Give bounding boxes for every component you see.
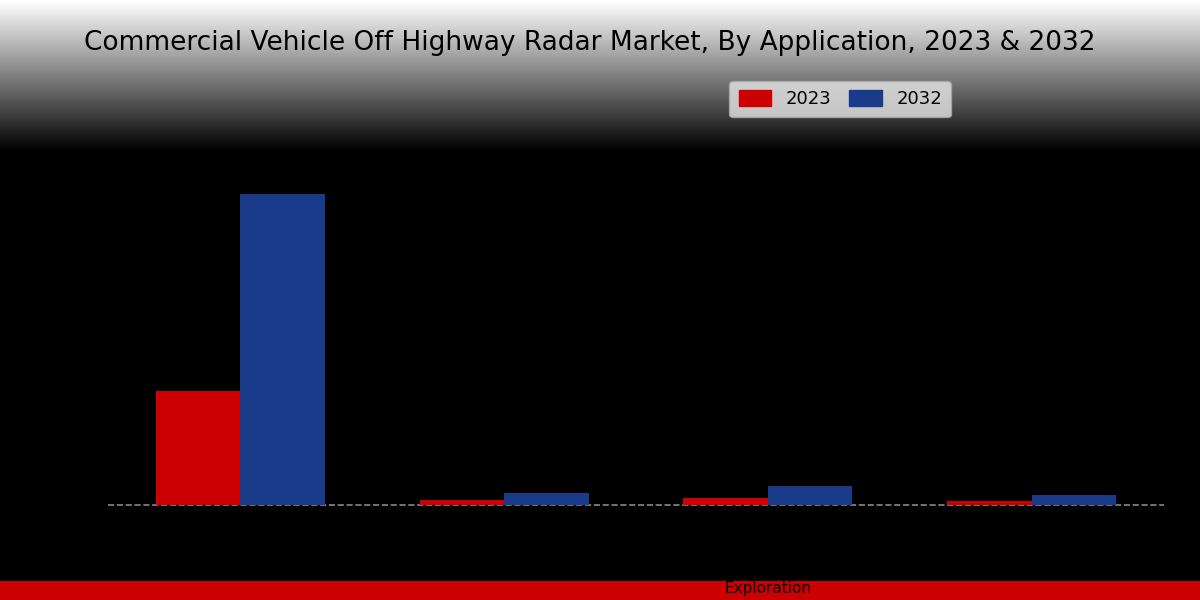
Bar (684, 498, 768, 505)
Bar (420, 500, 504, 505)
Bar (240, 194, 325, 505)
Bar (768, 487, 852, 505)
Bar (1032, 495, 1116, 505)
Legend: 2023, 2032: 2023, 2032 (730, 81, 950, 118)
Text: 10.27: 10.27 (172, 368, 224, 386)
Y-axis label: Market Size in USD Billion: Market Size in USD Billion (76, 220, 94, 452)
Bar (156, 391, 240, 505)
Text: Commercial Vehicle Off Highway Radar Market, By Application, 2023 & 2032: Commercial Vehicle Off Highway Radar Mar… (84, 30, 1096, 56)
Bar (947, 502, 1032, 505)
Bar (504, 493, 588, 505)
